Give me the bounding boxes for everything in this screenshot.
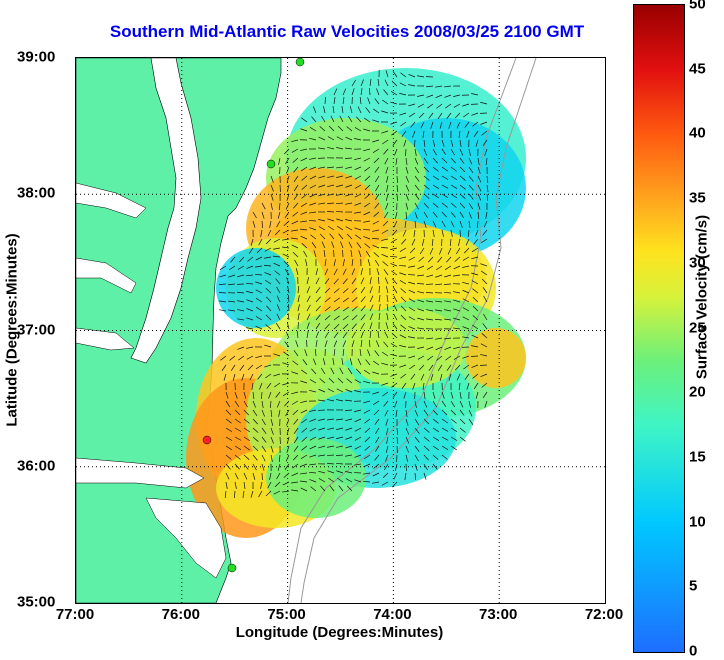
y-tick-label: 36:00 <box>17 457 55 474</box>
x-tick-label: 72:00 <box>585 606 623 623</box>
x-tick-label: 76:00 <box>162 606 200 623</box>
radar-station-marker <box>203 436 211 444</box>
colorbar-tick-label: 15 <box>689 448 706 465</box>
colorbar-tick-label: 35 <box>689 190 706 207</box>
colorbar-tick-label: 20 <box>689 384 706 401</box>
radar-station-marker <box>267 160 275 168</box>
colorbar-tick-label: 45 <box>689 60 706 77</box>
y-tick-label: 35:00 <box>17 594 55 611</box>
colorbar-tick-label: 40 <box>689 125 706 142</box>
colorbar-label: Surface Velocity (cm/s) <box>694 215 711 379</box>
x-tick-label: 74:00 <box>373 606 411 623</box>
y-tick-label: 39:00 <box>17 49 55 66</box>
colorbar-tick-label: 50 <box>689 0 706 13</box>
x-tick-label: 77:00 <box>56 606 94 623</box>
colorbar-tick-label: 10 <box>689 513 706 530</box>
x-axis-label: Longitude (Degrees:Minutes) <box>75 624 604 641</box>
colorbar-tick-label: 0 <box>689 643 697 660</box>
map-canvas <box>76 58 605 603</box>
y-tick-label: 38:00 <box>17 185 55 202</box>
colorbar-tick-label: 30 <box>689 254 706 271</box>
y-tick-label: 37:00 <box>17 321 55 338</box>
x-tick-label: 75:00 <box>267 606 305 623</box>
map-title: Southern Mid-Atlantic Raw Velocities 200… <box>0 22 694 42</box>
radar-station-marker <box>296 58 304 66</box>
map-plot-area[interactable] <box>75 57 606 604</box>
velocity-region <box>266 438 366 518</box>
colorbar-tick-label: 5 <box>689 578 697 595</box>
x-tick-label: 73:00 <box>479 606 517 623</box>
colorbar <box>633 4 685 653</box>
radar-station-marker <box>228 564 236 572</box>
colorbar-tick-label: 25 <box>689 319 706 336</box>
